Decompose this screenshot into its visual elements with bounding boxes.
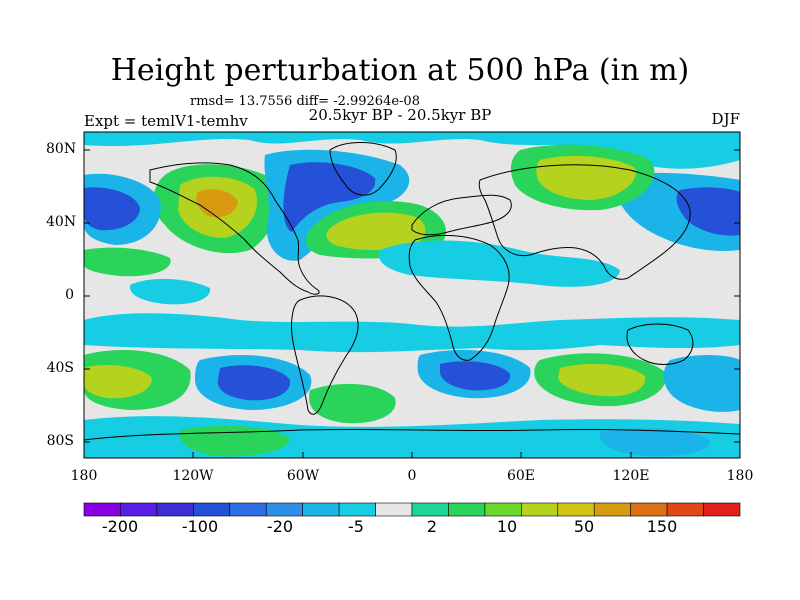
colorbar-segment [411,502,449,517]
contour-sh-trough-2-core [440,361,511,391]
colorbar-segment [666,502,704,517]
contour-sh-ridge-w-core [84,365,152,399]
north-america-outline [149,162,320,295]
lat-label-80s: 80S [46,433,74,449]
contour-midlat-band [378,240,620,287]
contour-sh-ridge-3-core [558,363,646,397]
colorbar [83,502,741,517]
rmsd-stats: rmsd= 13.7556 diff= -2.99264e-08 [190,94,420,109]
colorbar-segment [375,502,413,517]
colorbar-segment [484,502,522,517]
colorbar-segment [156,502,194,517]
colorbar-segment [83,502,121,517]
season-label: DJF [711,110,740,128]
colorbar-label: -20 [266,517,294,536]
australia-outline [626,323,694,365]
contour-north-band [84,132,740,169]
africa-outline [408,235,510,361]
colorbar-label: -100 [181,517,219,536]
greenland-outline [329,142,397,196]
map-title: Height perturbation at 500 hPa (in m) [110,53,690,88]
europe-outline [411,194,512,236]
colorbar-label: -5 [348,517,364,536]
contour-polar-trough [599,428,711,457]
lon-label-0: 0 [407,468,417,484]
contour-tropical-patch [129,278,211,305]
lon-label-180e: 180 [726,468,754,484]
axis-ticks [84,149,740,458]
colorbar-segment [265,502,303,517]
contour-south-band [84,313,740,353]
colorbar-label: 2 [426,517,438,536]
antarctica-outline [84,428,740,441]
colorbar-segment [557,502,595,517]
colorbar-segment [448,502,486,517]
colorbar-segment [120,502,158,517]
contour-sh-ridge-2 [309,383,396,424]
lat-label-80n: 80N [46,141,77,157]
lon-label-120w: 120W [172,468,214,484]
colorbar-segment [229,502,267,517]
colorbar-label: 150 [646,517,678,536]
lat-label-0: 0 [65,287,74,303]
south-america-outline [291,295,359,415]
colorbar-segment [193,502,231,517]
contour-canada-trough-core [283,162,376,232]
contour-sh-trough-1-core [217,365,291,401]
lon-label-60w: 60W [286,468,320,484]
colorbar-segment [521,502,559,517]
contour-easia-trough-core [676,187,740,236]
contour-field [84,132,740,458]
period-subtitle: 20.5kyr BP - 20.5kyr BP [308,106,492,124]
colorbar-label: -200 [101,517,139,536]
colorbar-segment [338,502,376,517]
colorbar-segment [302,502,340,517]
colorbar-segment [593,502,631,517]
colorbar-segment [703,502,741,517]
contour-npac-trough-core [84,187,140,231]
contour-subtrop-ridge-w [84,247,171,277]
colorbar-label: 10 [496,517,518,536]
experiment-label: Expt = temlV1-temhv [84,112,248,130]
coastlines [84,142,740,441]
lat-label-40s: 40S [46,360,74,376]
contour-sh-trough-e [663,355,740,412]
lon-label-60e: 60E [506,468,536,484]
lat-label-40n: 40N [46,214,77,230]
lon-label-180w: 180 [70,468,98,484]
lon-label-120e: 120E [612,468,650,484]
asia-outline [478,164,691,280]
colorbar-label: 50 [573,517,595,536]
colorbar-segment [630,502,668,517]
contour-atlantic-ridge-core [326,212,426,251]
